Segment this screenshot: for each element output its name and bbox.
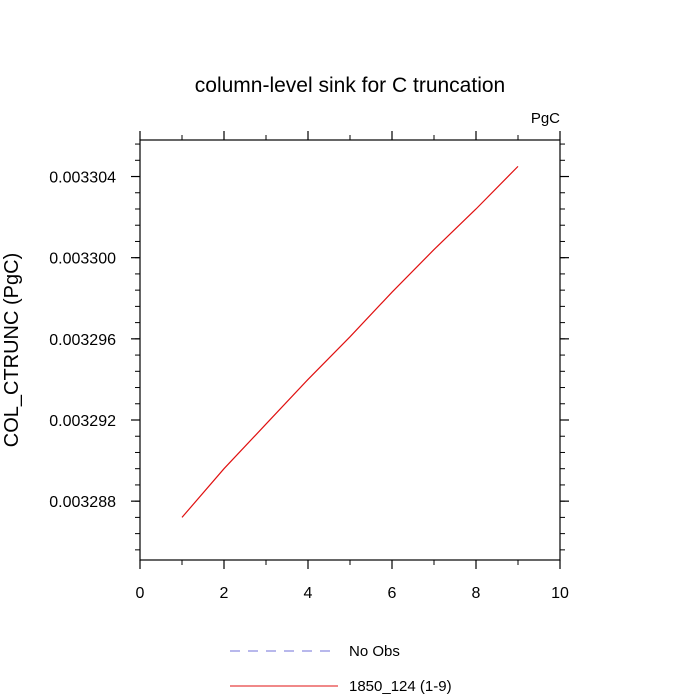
y-axis-tick-labels: 0.003288 0.003292 0.003296 0.003300 0.003304 (49, 170, 116, 512)
legend-label: 1850_124 (1-9) (349, 678, 452, 695)
series-line (181, 165, 519, 518)
series-layer (181, 165, 519, 518)
legend-label: No Obs (349, 643, 400, 660)
x-tick-label: 0 (136, 585, 145, 602)
chart-title: column-level sink for C truncation (195, 74, 505, 97)
y-tick-label: 0.003292 (49, 413, 116, 430)
x-tick-label: 4 (304, 585, 313, 602)
x-axis-ticks (139, 131, 561, 569)
y-axis-ticks (131, 143, 569, 551)
y-tick-label: 0.003288 (49, 494, 116, 511)
plot-frame (139, 139, 561, 561)
x-tick-label: 10 (551, 585, 569, 602)
y-tick-label: 0.003300 (49, 251, 116, 268)
legend: No Obs 1850_124 (1-9) (230, 643, 452, 695)
x-axis-tick-labels: 0 2 4 6 8 10 (136, 585, 569, 602)
y-axis-title: COL_CTRUNC (PgC) (1, 253, 23, 447)
x-tick-label: 6 (388, 585, 397, 602)
y-tick-label: 0.003296 (49, 332, 116, 349)
x-tick-label: 2 (220, 585, 229, 602)
units-label: PgC (531, 110, 560, 127)
y-tick-label: 0.003304 (49, 170, 116, 187)
x-tick-label: 8 (472, 585, 481, 602)
